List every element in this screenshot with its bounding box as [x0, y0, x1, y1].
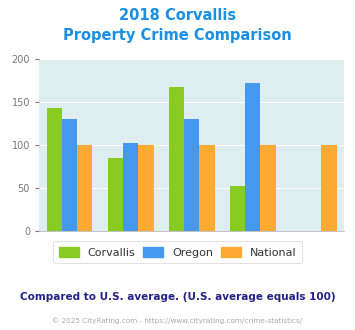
Bar: [108, 158, 123, 231]
Bar: [184, 118, 200, 231]
Bar: [322, 145, 337, 231]
Text: © 2025 CityRating.com - https://www.cityrating.com/crime-statistics/: © 2025 CityRating.com - https://www.city…: [53, 317, 302, 324]
Bar: [62, 119, 77, 231]
Legend: Corvallis, Oregon, National: Corvallis, Oregon, National: [53, 241, 302, 263]
Bar: [138, 145, 153, 231]
Bar: [230, 185, 245, 231]
Bar: [261, 145, 275, 231]
Bar: [47, 108, 62, 231]
Bar: [200, 145, 214, 231]
Text: Property Crime Comparison: Property Crime Comparison: [63, 28, 292, 43]
Bar: [77, 145, 92, 231]
Bar: [245, 82, 261, 231]
Bar: [123, 143, 138, 231]
Text: Compared to U.S. average. (U.S. average equals 100): Compared to U.S. average. (U.S. average …: [20, 292, 335, 302]
Text: 2018 Corvallis: 2018 Corvallis: [119, 8, 236, 23]
Bar: [169, 87, 184, 231]
